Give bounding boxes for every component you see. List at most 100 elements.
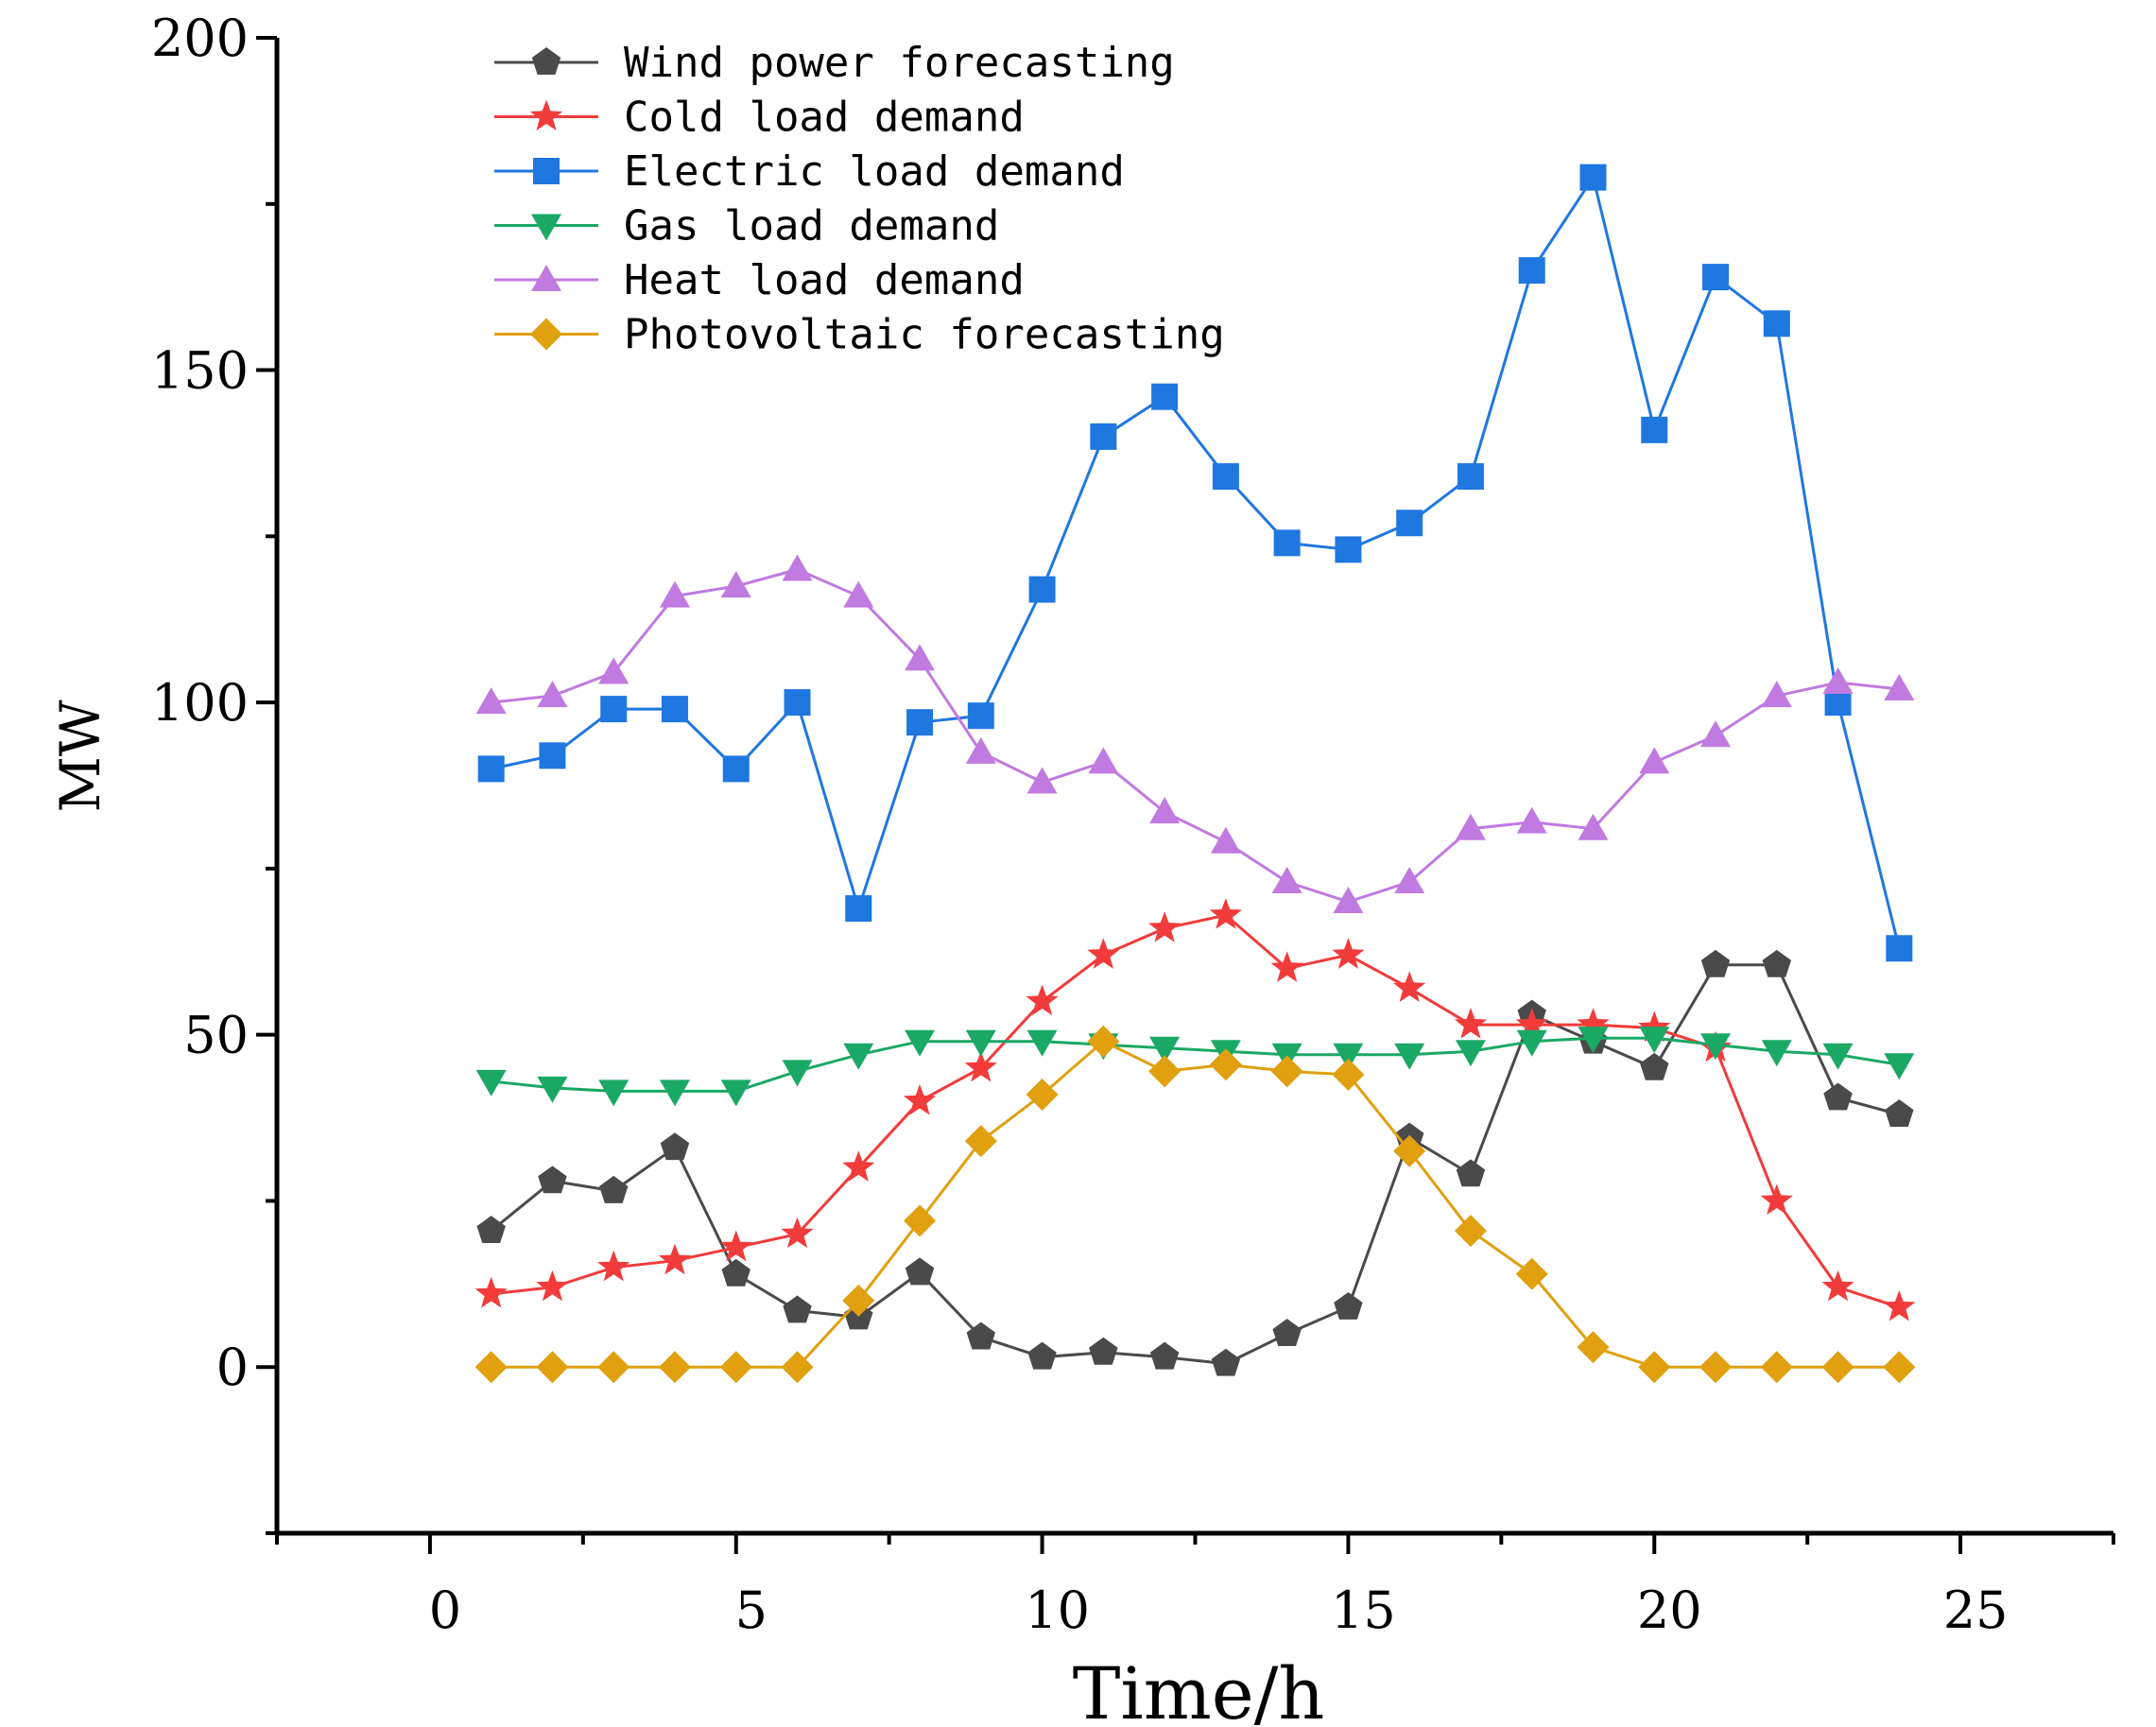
series-layer (474, 164, 1916, 1384)
data-point (905, 644, 936, 671)
data-point (781, 1351, 814, 1384)
data-point (781, 1217, 814, 1249)
data-point (1702, 264, 1730, 291)
data-point (1087, 1025, 1120, 1058)
data-point (1209, 1048, 1242, 1081)
data-point (842, 1150, 875, 1182)
data-point (1515, 1008, 1548, 1039)
legend-marker (531, 47, 561, 75)
data-point (1885, 1099, 1914, 1127)
data-point (1089, 1337, 1118, 1365)
legend-label: Cold load demand (624, 94, 1025, 142)
data-point (1211, 1348, 1241, 1376)
data-point (965, 1029, 996, 1057)
data-point (904, 1204, 937, 1237)
legend-marker (530, 318, 562, 351)
data-point (1394, 866, 1425, 893)
legend-item: Gas load demand (494, 202, 999, 250)
series-4 (475, 554, 1915, 914)
legend-label: Electric load demand (624, 147, 1125, 196)
data-point (1334, 1291, 1363, 1320)
series-line (491, 1036, 1900, 1093)
x-tick-label: 5 (735, 1580, 768, 1640)
data-point (1026, 1078, 1059, 1111)
data-point (1335, 536, 1362, 563)
data-point (782, 1060, 813, 1087)
data-point (1026, 767, 1058, 794)
data-point (598, 1175, 629, 1203)
data-point (1578, 1027, 1609, 1054)
series-1 (474, 898, 1916, 1321)
data-point (1210, 826, 1241, 854)
data-point (1822, 667, 1854, 695)
data-point (784, 689, 811, 717)
data-point (1823, 1082, 1853, 1111)
data-point (658, 1351, 691, 1384)
data-point (474, 1276, 508, 1308)
data-point (1456, 1159, 1486, 1187)
data-point (600, 696, 628, 723)
data-point (1026, 1029, 1058, 1057)
data-point (721, 1258, 750, 1287)
data-point (1271, 866, 1302, 893)
data-point (1700, 949, 1731, 977)
data-point (1516, 806, 1547, 834)
legend-marker (531, 265, 561, 291)
axes: 0 50 100 150 200 0 5 10 15 20 25 (151, 9, 2115, 1640)
data-point (1148, 1055, 1181, 1088)
data-point (1090, 423, 1117, 450)
data-point (845, 895, 872, 923)
data-point (1762, 949, 1792, 977)
data-point (1149, 797, 1181, 824)
data-point (661, 696, 688, 723)
data-point (1884, 674, 1915, 701)
data-point (598, 1079, 630, 1107)
data-point (660, 1132, 690, 1161)
data-point (474, 1351, 508, 1384)
legend: Wind power forecasting Cold load demand El… (494, 39, 1225, 359)
x-tick-label: 25 (1943, 1580, 2009, 1640)
data-point (536, 1269, 569, 1302)
y-tick-label: 150 (151, 341, 249, 401)
data-point (1638, 1351, 1671, 1384)
data-point (1209, 898, 1243, 929)
legend-item: Electric load demand (494, 147, 1125, 196)
series-line (490, 963, 1900, 1366)
data-point (539, 742, 566, 769)
x-tick-label: 0 (429, 1580, 461, 1640)
data-point (1886, 935, 1913, 962)
series-3 (475, 1027, 1915, 1107)
data-point (1149, 1036, 1181, 1063)
data-point (1088, 747, 1119, 774)
data-point (1454, 1008, 1488, 1039)
y-tick-label: 0 (216, 1338, 249, 1397)
data-point (475, 687, 507, 715)
data-point (1455, 1040, 1486, 1067)
data-point (1026, 984, 1059, 1016)
data-point (1147, 911, 1181, 942)
data-point (1028, 576, 1056, 603)
data-point (1087, 938, 1120, 969)
data-point (905, 1029, 936, 1057)
data-point (905, 1257, 935, 1286)
data-point (1515, 1257, 1548, 1290)
data-point (1883, 1289, 1916, 1321)
legend-label: Photovoltaic forecasting (624, 311, 1225, 359)
data-point (1577, 1331, 1610, 1364)
data-point (1821, 1351, 1854, 1384)
data-point (1639, 1027, 1670, 1054)
data-point (1212, 463, 1239, 491)
legend-item: Cold load demand (494, 94, 1025, 142)
data-point (719, 1230, 752, 1262)
data-point (1640, 1052, 1669, 1080)
legend-item: Heat load demand (494, 256, 1025, 304)
data-point (537, 681, 568, 708)
data-point (1457, 463, 1484, 491)
data-point (783, 1295, 812, 1323)
data-point (658, 1243, 692, 1275)
data-point (842, 1284, 875, 1317)
data-point (843, 1043, 874, 1070)
data-point (1393, 971, 1426, 1003)
data-point (1822, 1043, 1854, 1070)
data-point (719, 1351, 752, 1384)
